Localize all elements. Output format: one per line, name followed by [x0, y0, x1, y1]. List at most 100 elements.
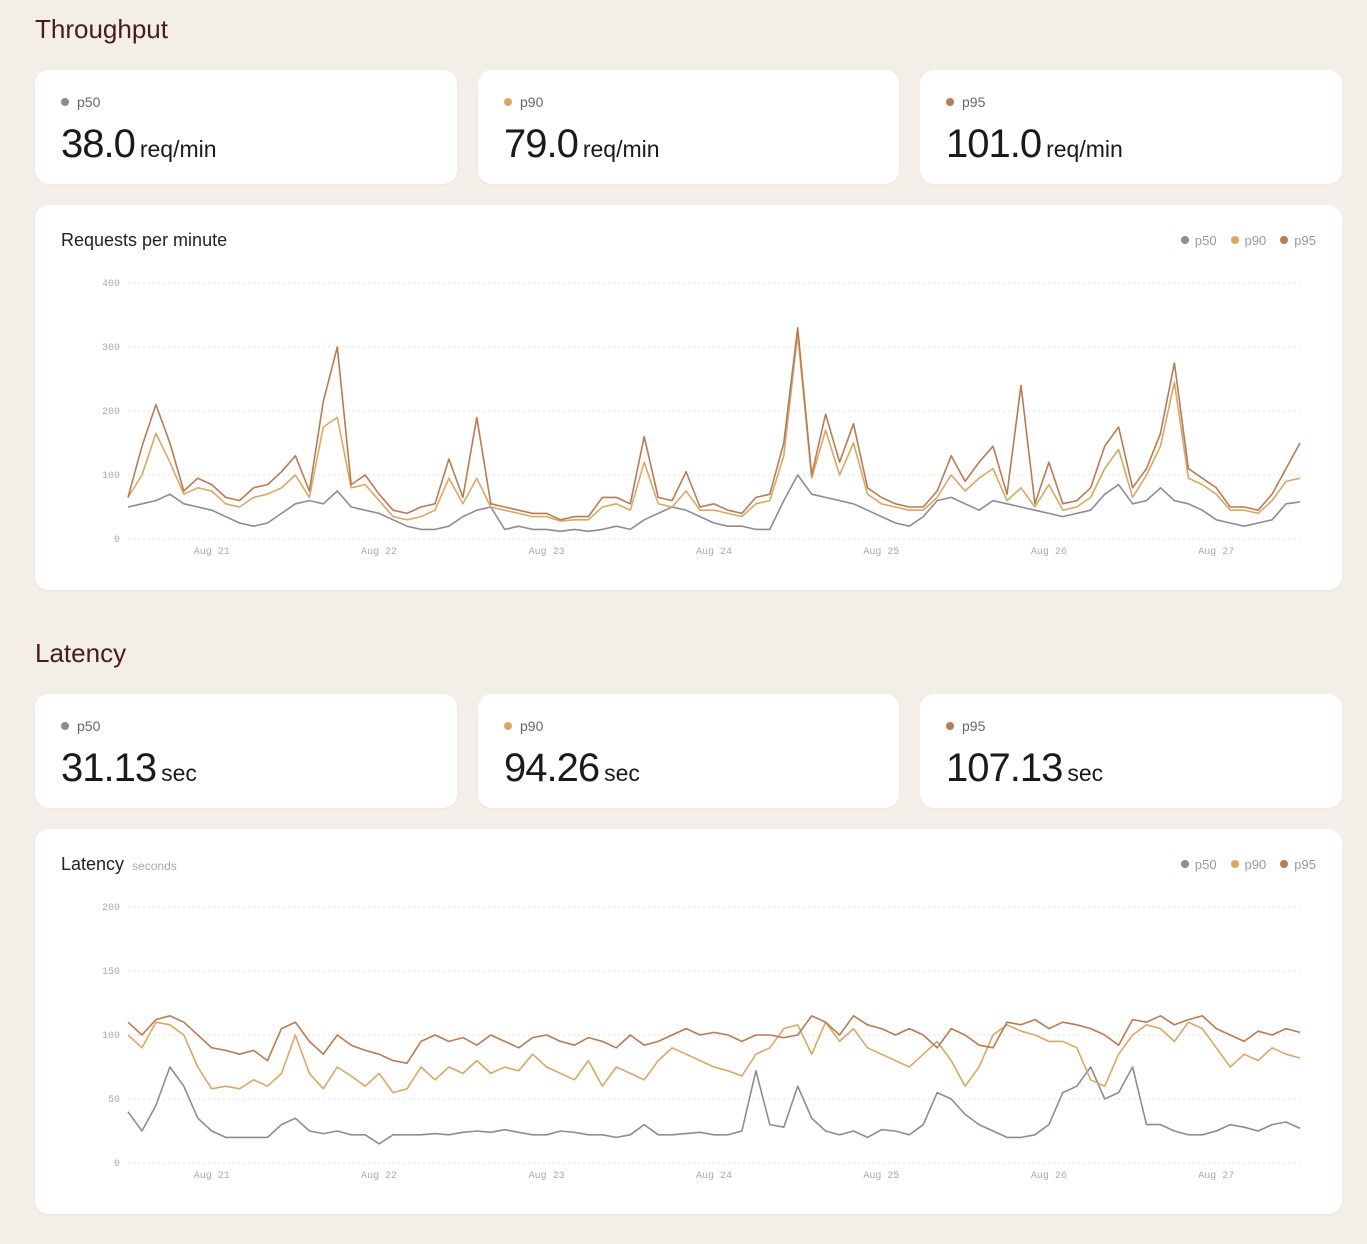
line-series	[127, 474, 1301, 533]
legend-dot	[1180, 236, 1189, 244]
legend-label: p90	[1244, 857, 1267, 872]
chart-card: 0 100 200 300 400 Aug 21 Aug 22 Aug 23 Aug 24 Aug…	[35, 205, 1342, 590]
legend-dot	[504, 98, 512, 106]
stat-label: p90	[504, 718, 543, 734]
y-tick-label: 0	[114, 535, 120, 546]
legend-dot	[1230, 860, 1239, 868]
legend-dot	[1280, 236, 1289, 244]
legend-label: p50	[1194, 233, 1217, 248]
line-series	[127, 1021, 1301, 1094]
stat-unit: req/min	[139, 136, 217, 162]
stat-name: p50	[77, 718, 101, 734]
section-title: Latency	[35, 638, 127, 668]
stat-value: 101.0 req/min	[946, 122, 1123, 167]
stat-name: p90	[520, 94, 544, 110]
line-series	[127, 1066, 1301, 1145]
stat-unit: sec	[1067, 760, 1104, 786]
stat-value: 107.13 sec	[946, 746, 1103, 791]
y-tick-label: 100	[102, 1031, 120, 1042]
legend-dot	[1180, 860, 1189, 868]
x-tick-label: Aug 25	[863, 1171, 899, 1182]
stat-unit: req/min	[582, 136, 660, 162]
stat-label: p50	[61, 94, 100, 110]
chart-card: 0 50 100 150 200 Aug 21 Aug 22 Aug 23 Aug 24 Aug …	[35, 829, 1342, 1214]
legend-dot	[946, 722, 954, 730]
stat-number: 38.0	[61, 122, 136, 166]
stat-name: p90	[520, 718, 544, 734]
y-tick-label: 100	[102, 471, 120, 482]
stat-number: 79.0	[504, 122, 579, 166]
stat-number: 101.0	[946, 122, 1042, 166]
x-tick-label: Aug 24	[696, 547, 732, 558]
stat-card: p50 38.0 req/min	[35, 70, 457, 184]
chart-title: Latency seconds	[61, 854, 177, 875]
chart-subtitle: seconds	[132, 859, 177, 873]
stat-name: p50	[77, 94, 101, 110]
legend-item: p50	[1180, 857, 1217, 872]
x-tick-label: Aug 26	[1031, 1171, 1067, 1182]
legend-item: p90	[1230, 233, 1267, 248]
legend-dot	[504, 722, 512, 730]
y-tick-label: 0	[114, 1159, 120, 1170]
stat-card: p95 107.13 sec	[920, 694, 1342, 808]
legend-label: p90	[1244, 233, 1267, 248]
legend: p50 p90 p95	[1167, 233, 1316, 248]
stat-card: p90 79.0 req/min	[478, 70, 899, 184]
legend-dot	[1230, 236, 1239, 244]
stat-name: p95	[962, 94, 986, 110]
stat-card: p50 31.13 sec	[35, 694, 457, 808]
x-tick-label: Aug 24	[696, 1171, 732, 1182]
legend-item: p50	[1180, 233, 1217, 248]
legend-dot	[61, 98, 69, 106]
y-tick-label: 400	[102, 279, 120, 290]
stat-number: 31.13	[61, 746, 157, 790]
legend-dot	[1280, 860, 1289, 868]
legend-label: p95	[1294, 233, 1316, 248]
stat-label: p90	[504, 94, 543, 110]
y-tick-label: 200	[102, 903, 120, 914]
stat-card: p90 94.26 sec	[478, 694, 899, 808]
stat-value: 38.0 req/min	[61, 122, 217, 167]
y-tick-label: 200	[102, 407, 120, 418]
legend-dot	[61, 722, 69, 730]
x-tick-label: Aug 23	[529, 547, 565, 558]
y-tick-label: 50	[108, 1095, 120, 1106]
chart-title: Requests per minute	[61, 230, 227, 251]
legend: p50 p90 p95	[1167, 857, 1316, 872]
legend-label: p95	[1294, 857, 1316, 872]
x-tick-label: Aug 27	[1198, 1171, 1234, 1182]
stat-unit: req/min	[1046, 136, 1123, 162]
x-tick-label: Aug 22	[361, 547, 397, 558]
x-tick-label: Aug 27	[1198, 547, 1234, 558]
x-tick-label: Aug 22	[361, 1171, 397, 1182]
legend-item: p95	[1280, 857, 1316, 872]
stat-value: 79.0 req/min	[504, 122, 660, 167]
y-tick-label: 150	[102, 967, 120, 978]
stat-unit: sec	[161, 760, 197, 786]
x-tick-label: Aug 21	[194, 547, 230, 558]
y-tick-label: 300	[102, 343, 120, 354]
legend-item: p90	[1230, 857, 1267, 872]
line-series	[127, 1015, 1301, 1064]
line-series	[127, 327, 1301, 521]
stat-name: p95	[962, 718, 986, 734]
legend-dot	[946, 98, 954, 106]
x-tick-label: Aug 26	[1031, 547, 1067, 558]
x-tick-label: Aug 21	[194, 1171, 230, 1182]
stat-unit: sec	[604, 760, 640, 786]
section-title: Throughput	[35, 14, 168, 44]
stat-label: p95	[946, 94, 985, 110]
stat-value: 94.26 sec	[504, 746, 640, 791]
chart-title-text: Requests per minute	[61, 230, 228, 250]
chart-title-text: Latency	[61, 854, 125, 874]
stat-card: p95 101.0 req/min	[920, 70, 1342, 184]
stat-value: 31.13 sec	[61, 746, 197, 791]
legend-label: p50	[1194, 857, 1217, 872]
x-tick-label: Aug 23	[529, 1171, 565, 1182]
stat-label: p95	[946, 718, 985, 734]
legend-item: p95	[1280, 233, 1316, 248]
chart: 0 100 200 300 400 Aug 21 Aug 22 Aug 23 Aug 24 Aug…	[102, 279, 1301, 558]
stat-number: 94.26	[504, 746, 600, 790]
chart: 0 50 100 150 200 Aug 21 Aug 22 Aug 23 Aug 24 Aug …	[102, 903, 1301, 1182]
x-tick-label: Aug 25	[863, 547, 899, 558]
